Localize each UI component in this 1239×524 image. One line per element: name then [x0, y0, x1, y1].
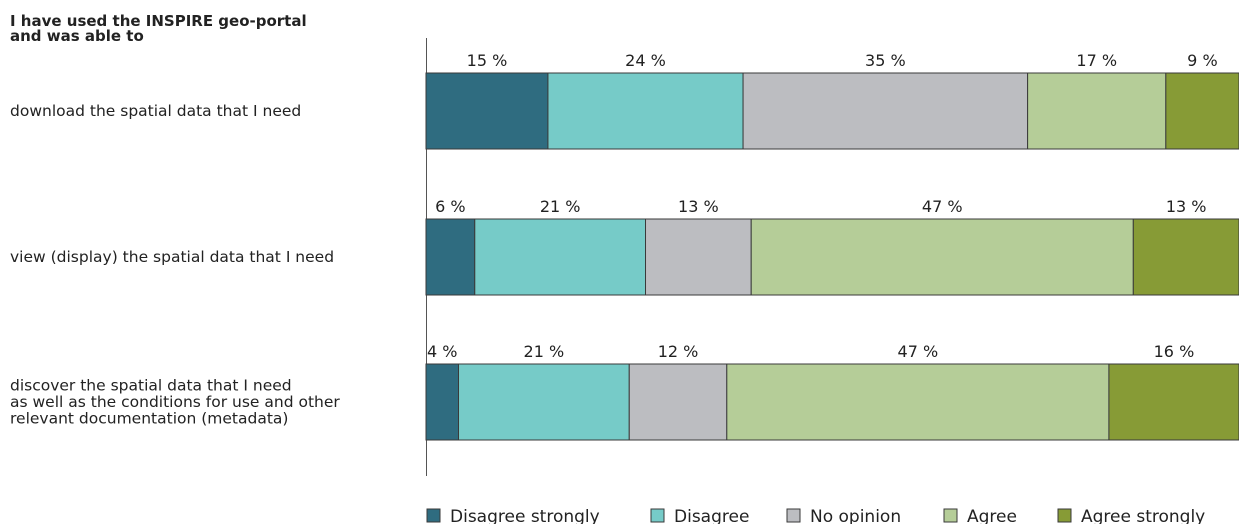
value-labels: 15 % 24 % 35 % 17 % 9 % 6 % 21 % 13 % 47 % 13 % 4 … — [427, 51, 1218, 361]
value-label: 21 % — [524, 342, 565, 361]
legend-label: No opinion — [810, 507, 901, 524]
chart-title-line: I have used the INSPIRE geo-portal — [10, 12, 307, 30]
bar-agree — [1027, 72, 1167, 150]
value-label: 15 % — [467, 51, 508, 70]
bar-no-opinion — [645, 218, 752, 296]
value-label: 12 % — [658, 342, 699, 361]
chart-title: I have used the INSPIRE geo-portal and wa… — [10, 12, 307, 45]
value-label: 21 % — [540, 197, 581, 216]
category-label: view (display) the spatial data that I n… — [10, 248, 334, 266]
value-label: 24 % — [625, 51, 666, 70]
legend-item-disagree-strongly: Disagree strongly — [426, 507, 600, 524]
legend-swatch — [650, 508, 665, 523]
legend-label: Agree strongly — [1081, 507, 1205, 524]
legend-swatch — [1057, 508, 1072, 523]
value-label: 6 % — [435, 197, 465, 216]
bar-disagree-strongly — [425, 363, 460, 441]
value-label: 13 % — [678, 197, 719, 216]
value-label: 9 % — [1187, 51, 1217, 70]
legend-swatch — [786, 508, 801, 523]
bar-no-opinion — [742, 72, 1029, 150]
bar-agree-strongly — [1108, 363, 1239, 441]
value-label: 47 % — [898, 342, 939, 361]
bar-agree-strongly — [1132, 218, 1239, 296]
category-labels: download the spatial data that I need vie… — [10, 102, 340, 428]
category-label-line: relevant documentation (metadata) — [10, 410, 288, 428]
legend-label: Agree — [967, 507, 1017, 524]
category-label-line: view (display) the spatial data that I n… — [10, 248, 334, 266]
legend-item-agree: Agree — [943, 507, 1017, 524]
bar-disagree — [547, 72, 744, 150]
legend-label: Disagree strongly — [450, 507, 600, 524]
legend-swatch — [426, 508, 441, 523]
value-label: 4 % — [427, 342, 457, 361]
chart-title-text: I have used the INSPIRE geo-portal and wa… — [10, 12, 307, 45]
bars — [425, 72, 1239, 441]
legend-item-disagree: Disagree — [650, 507, 749, 524]
bar-disagree — [474, 218, 647, 296]
chart-title-line: and was able to — [10, 27, 144, 45]
legend: Disagree strongly Disagree No opinion Agree… — [426, 507, 1205, 524]
category-label: download the spatial data that I need — [10, 102, 301, 120]
category-label-line: as well as the conditions for use and ot… — [10, 393, 340, 411]
legend-label: Disagree — [674, 507, 749, 524]
bar-agree — [750, 218, 1134, 296]
value-label: 35 % — [865, 51, 906, 70]
value-label: 16 % — [1154, 342, 1195, 361]
bar-agree-strongly — [1165, 72, 1239, 150]
category-label-line: discover the spatial data that I need — [10, 377, 292, 395]
legend-item-no-opinion: No opinion — [786, 507, 901, 524]
bar-disagree — [458, 363, 630, 441]
value-label: 17 % — [1076, 51, 1117, 70]
category-label: discover the spatial data that I need as … — [10, 377, 340, 428]
category-label-line: download the spatial data that I need — [10, 102, 301, 120]
value-label: 13 % — [1166, 197, 1207, 216]
bar-agree — [726, 363, 1110, 441]
value-label: 47 % — [922, 197, 963, 216]
legend-swatch — [943, 508, 958, 523]
bar-disagree-strongly — [425, 218, 476, 296]
bar-disagree-strongly — [425, 72, 549, 150]
legend-item-agree-strongly: Agree strongly — [1057, 507, 1205, 524]
bar-no-opinion — [628, 363, 728, 441]
